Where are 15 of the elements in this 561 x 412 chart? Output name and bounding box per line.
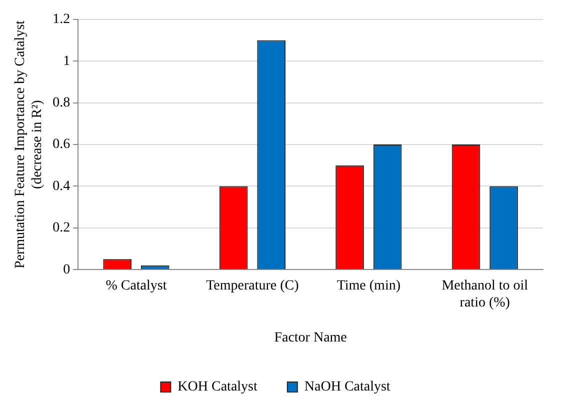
- x-tick-label: Temperature (C): [206, 278, 300, 294]
- y-tick-label: 0.4: [52, 178, 70, 194]
- x-tick-label: % Catalyst: [106, 278, 167, 294]
- y-tick-label: 1: [63, 54, 70, 69]
- legend-label: KOH Catalyst: [178, 380, 258, 395]
- y-tick-label: 0.2: [52, 220, 70, 236]
- x-axis-title: Factor Name: [274, 330, 347, 346]
- x-tick-label: Time (min): [336, 278, 401, 294]
- y-tick-label: 1.2: [52, 12, 70, 28]
- x-tick-label: Methanol to oil ratio (%): [442, 278, 528, 310]
- y-tick-label: 0: [63, 262, 70, 278]
- y-tick-label: 0.6: [52, 137, 70, 152]
- legend-label: NaOH Catalyst: [304, 380, 390, 395]
- y-tick-label: 0.8: [52, 95, 70, 110]
- y-axis-title: Permutation Feature Importance by Catalyst (decrease in R²): [13, 20, 45, 269]
